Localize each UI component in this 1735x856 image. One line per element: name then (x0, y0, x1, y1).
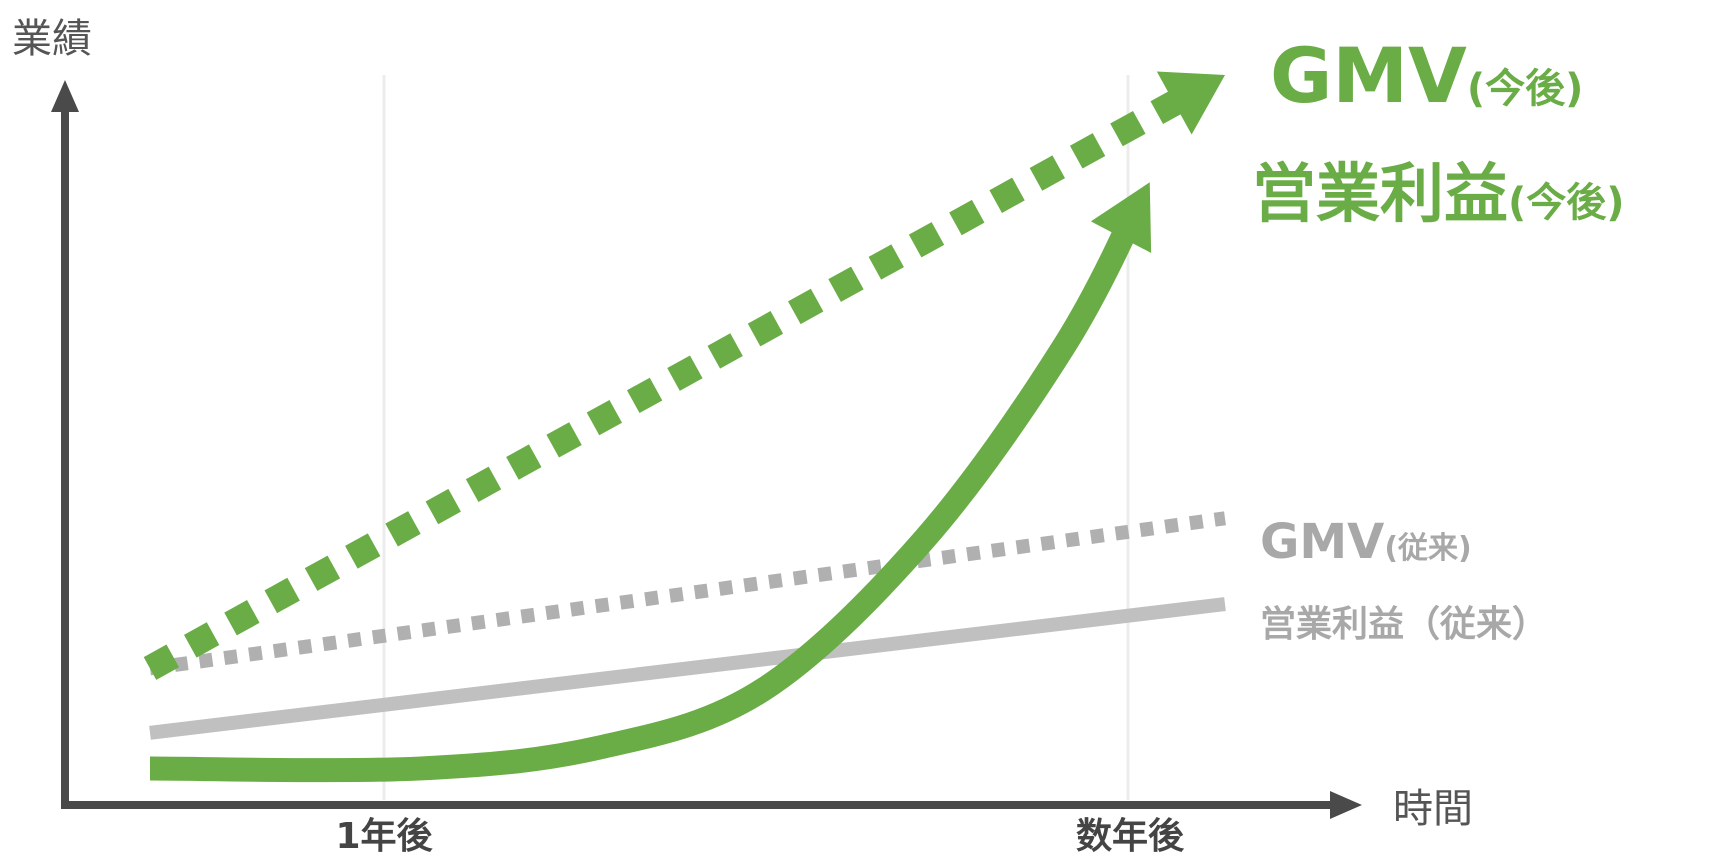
label-gmv-old: GMV(従来) (1260, 514, 1472, 570)
y-axis-title: 業績 (12, 16, 92, 62)
series-gmv-future-arrowhead (1156, 71, 1225, 135)
x-tick-2: 数年後 (1076, 816, 1185, 856)
label-op-future-main: 営業利益 (1252, 158, 1508, 232)
series-op-future (149, 182, 1152, 783)
label-op-old: 営業利益（従来） (1260, 604, 1548, 645)
x-tick-1: 1年後 (335, 816, 433, 856)
label-gmv-old-main: GMV (1260, 514, 1384, 570)
x-axis-title: 時間 (1393, 786, 1473, 832)
label-op-future-sub: (今後) (1508, 180, 1625, 226)
label-op-future: 営業利益(今後) (1252, 158, 1625, 232)
series-gmv-future-line (143, 84, 1194, 680)
x-axis-arrow (1330, 791, 1362, 819)
label-gmv-future: GMV(今後) (1270, 31, 1583, 120)
label-gmv-future-main: GMV (1270, 31, 1467, 120)
series-gmv-old (149, 511, 1226, 676)
series-op-future-line (149, 209, 1142, 783)
series-op-future-arrowhead (1090, 182, 1152, 253)
series-gmv-old-line (149, 511, 1226, 676)
series-op-old-line (149, 597, 1226, 740)
series-op-old (149, 597, 1226, 740)
label-gmv-old-sub: (従来) (1384, 531, 1471, 566)
y-axis-arrow (51, 80, 79, 112)
series-gmv-future (143, 71, 1225, 680)
label-gmv-future-sub: (今後) (1467, 66, 1584, 112)
